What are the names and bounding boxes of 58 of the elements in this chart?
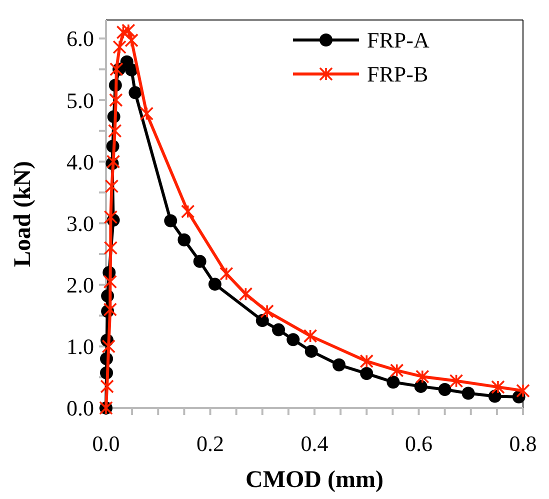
legend-label: FRP-B — [367, 62, 428, 87]
point — [256, 314, 269, 328]
point — [125, 63, 138, 76]
point — [390, 364, 404, 378]
y-tick-label: 3.0 — [66, 210, 94, 236]
point — [304, 344, 318, 358]
point — [140, 106, 154, 121]
point — [360, 367, 374, 380]
x-tick-label: 0.6 — [405, 431, 432, 456]
y-tick-label: 6.0 — [66, 26, 94, 52]
point — [164, 214, 178, 228]
point — [303, 329, 318, 343]
point — [102, 340, 116, 354]
point — [260, 304, 274, 318]
point — [449, 374, 464, 388]
point — [110, 62, 124, 76]
point — [360, 354, 374, 368]
x-axis-title: CMOD (mm) — [246, 467, 384, 493]
point — [104, 240, 118, 255]
x-tick-label: 0.0 — [92, 431, 120, 456]
x-tick-label: 0.2 — [196, 431, 224, 456]
point — [104, 179, 119, 194]
point — [100, 380, 114, 394]
point — [128, 86, 142, 100]
y-tick-label: 4.0 — [66, 149, 94, 174]
point — [488, 390, 502, 403]
point — [238, 287, 253, 301]
point — [193, 254, 206, 268]
y-tick-label: 1.0 — [66, 334, 94, 360]
point — [462, 386, 475, 400]
y-tick-label: 0.0 — [66, 396, 94, 421]
point — [178, 233, 191, 246]
point — [332, 358, 346, 372]
point — [416, 370, 430, 384]
point — [438, 383, 452, 396]
point — [414, 380, 428, 393]
point — [108, 124, 122, 138]
point — [109, 93, 123, 107]
point — [103, 302, 118, 316]
point — [112, 40, 126, 54]
point — [208, 278, 222, 291]
x-tick-label: 0.8 — [509, 431, 537, 456]
point — [180, 204, 195, 218]
point — [516, 384, 530, 398]
point — [116, 25, 130, 40]
point — [386, 376, 400, 389]
point — [103, 274, 118, 289]
point — [491, 380, 505, 394]
y-tick-label: 2.0 — [66, 272, 94, 298]
point — [104, 210, 118, 224]
legend-label: FRP-A — [367, 28, 430, 53]
point — [106, 154, 120, 169]
point — [286, 333, 300, 346]
x-tick-label: 0.4 — [300, 431, 328, 456]
point — [272, 323, 286, 336]
point — [220, 266, 234, 281]
y-tick-label: 5.0 — [66, 88, 94, 113]
y-axis-title: Load (kN) — [10, 160, 36, 268]
